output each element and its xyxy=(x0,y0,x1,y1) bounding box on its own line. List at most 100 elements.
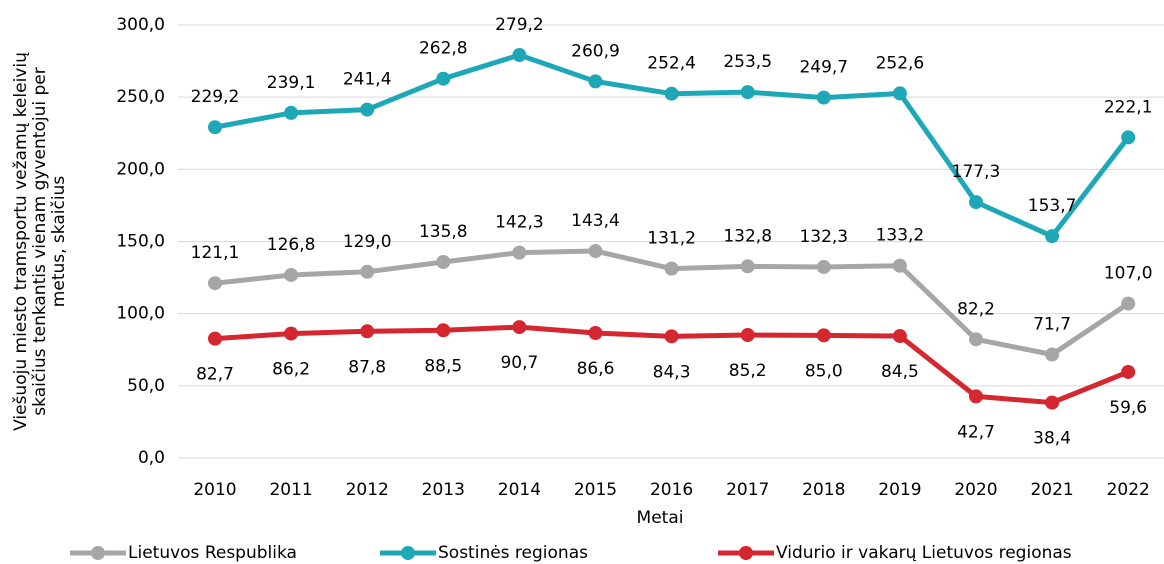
data-point xyxy=(816,90,831,105)
data-label: 229,2 xyxy=(191,87,240,107)
data-point xyxy=(360,264,375,279)
data-label: 253,5 xyxy=(723,52,772,72)
y-tick-label: 100,0 xyxy=(116,304,165,324)
data-label: 262,8 xyxy=(419,39,468,59)
data-point xyxy=(1045,395,1060,410)
y-tick-label: 50,0 xyxy=(127,376,165,396)
data-label: 59,6 xyxy=(1109,398,1147,418)
data-label: 143,4 xyxy=(571,211,620,231)
data-point xyxy=(740,259,755,274)
data-label: 38,4 xyxy=(1033,429,1071,449)
x-tick-label: 2015 xyxy=(574,480,617,500)
y-axis-label-line: skaičius tenkantis vienam gyventojui per xyxy=(30,67,50,415)
x-tick-label: 2016 xyxy=(650,480,693,500)
data-label: 107,0 xyxy=(1104,264,1153,284)
data-point xyxy=(816,260,831,275)
data-point xyxy=(740,85,755,100)
x-axis-label: Metai xyxy=(637,508,684,528)
data-point xyxy=(436,71,451,86)
data-label: 239,1 xyxy=(267,73,316,93)
data-label: 84,5 xyxy=(881,362,919,382)
data-point xyxy=(1121,130,1136,145)
data-label: 135,8 xyxy=(419,222,468,242)
data-point xyxy=(892,258,907,273)
x-tick-label: 2011 xyxy=(269,480,312,500)
y-tick-label: 250,0 xyxy=(116,87,165,107)
data-label: 126,8 xyxy=(267,235,316,255)
data-point xyxy=(588,244,603,259)
y-tick-label: 0,0 xyxy=(138,448,165,468)
data-label: 131,2 xyxy=(647,229,696,249)
data-point xyxy=(664,261,679,276)
data-point xyxy=(740,328,755,343)
y-axis-label-line: Viešuoju miesto tramsportu vežamų keleiv… xyxy=(11,52,31,431)
data-label: 252,4 xyxy=(647,54,696,74)
data-point xyxy=(208,120,222,135)
data-point xyxy=(1045,347,1060,362)
data-point xyxy=(436,323,451,338)
y-tick-label: 300,0 xyxy=(116,15,165,35)
x-tick-label: 2012 xyxy=(346,480,389,500)
data-point xyxy=(664,86,679,101)
data-point xyxy=(816,328,831,343)
data-label: 90,7 xyxy=(500,353,538,373)
data-point xyxy=(436,254,451,269)
data-label: 177,3 xyxy=(952,162,1001,182)
data-label: 88,5 xyxy=(424,356,462,376)
data-label: 42,7 xyxy=(957,422,995,442)
data-label: 132,8 xyxy=(723,226,772,246)
data-label: 279,2 xyxy=(495,15,544,35)
legend-marker xyxy=(739,546,753,560)
data-point xyxy=(664,329,679,344)
data-label: 241,4 xyxy=(343,70,392,90)
data-point xyxy=(284,326,299,341)
x-tick-label: 2013 xyxy=(422,480,465,500)
x-tick-label: 2014 xyxy=(498,480,541,500)
data-label: 129,0 xyxy=(343,232,392,252)
data-point xyxy=(969,389,983,404)
data-label: 87,8 xyxy=(348,357,386,377)
x-tick-label: 2017 xyxy=(726,480,769,500)
data-point xyxy=(512,48,527,63)
x-tick-label: 2019 xyxy=(878,480,921,500)
data-label: 121,1 xyxy=(191,243,240,263)
data-point xyxy=(284,105,299,120)
data-label: 249,7 xyxy=(799,58,848,78)
x-tick-label: 2022 xyxy=(1107,480,1150,500)
data-label: 85,2 xyxy=(729,361,767,381)
data-point xyxy=(284,267,299,282)
data-point xyxy=(892,329,907,344)
x-tick-label: 2020 xyxy=(954,480,997,500)
data-point xyxy=(1121,364,1136,379)
data-point xyxy=(969,195,983,210)
data-point xyxy=(360,102,375,117)
data-point xyxy=(512,320,527,335)
y-tick-label: 200,0 xyxy=(116,159,165,179)
data-label: 86,6 xyxy=(577,359,615,379)
x-tick-label: 2018 xyxy=(802,480,845,500)
data-label: 260,9 xyxy=(571,41,620,61)
legend-label: Vidurio ir vakarų Lietuvos regionas xyxy=(776,543,1072,563)
data-label: 133,2 xyxy=(876,226,925,246)
data-label: 252,6 xyxy=(876,53,925,73)
data-point xyxy=(208,276,222,291)
data-point xyxy=(969,332,983,347)
data-label: 82,2 xyxy=(957,299,995,319)
legend-label: Sostinės regionas xyxy=(438,543,588,563)
legend-marker xyxy=(91,546,105,560)
legend-label: Lietuvos Respublika xyxy=(128,543,297,563)
data-point xyxy=(588,326,603,341)
data-label: 132,3 xyxy=(799,227,848,247)
x-tick-label: 2010 xyxy=(193,480,236,500)
data-label: 222,1 xyxy=(1104,97,1153,117)
data-label: 71,7 xyxy=(1033,315,1071,335)
data-label: 86,2 xyxy=(272,360,310,380)
data-label: 142,3 xyxy=(495,213,544,233)
x-tick-label: 2021 xyxy=(1030,480,1073,500)
data-label: 153,7 xyxy=(1028,196,1077,216)
y-axis-label: Viešuoju miesto tramsportu vežamų keleiv… xyxy=(11,52,69,431)
data-label: 85,0 xyxy=(805,361,843,381)
y-tick-label: 150,0 xyxy=(116,232,165,252)
legend-marker xyxy=(401,546,415,560)
